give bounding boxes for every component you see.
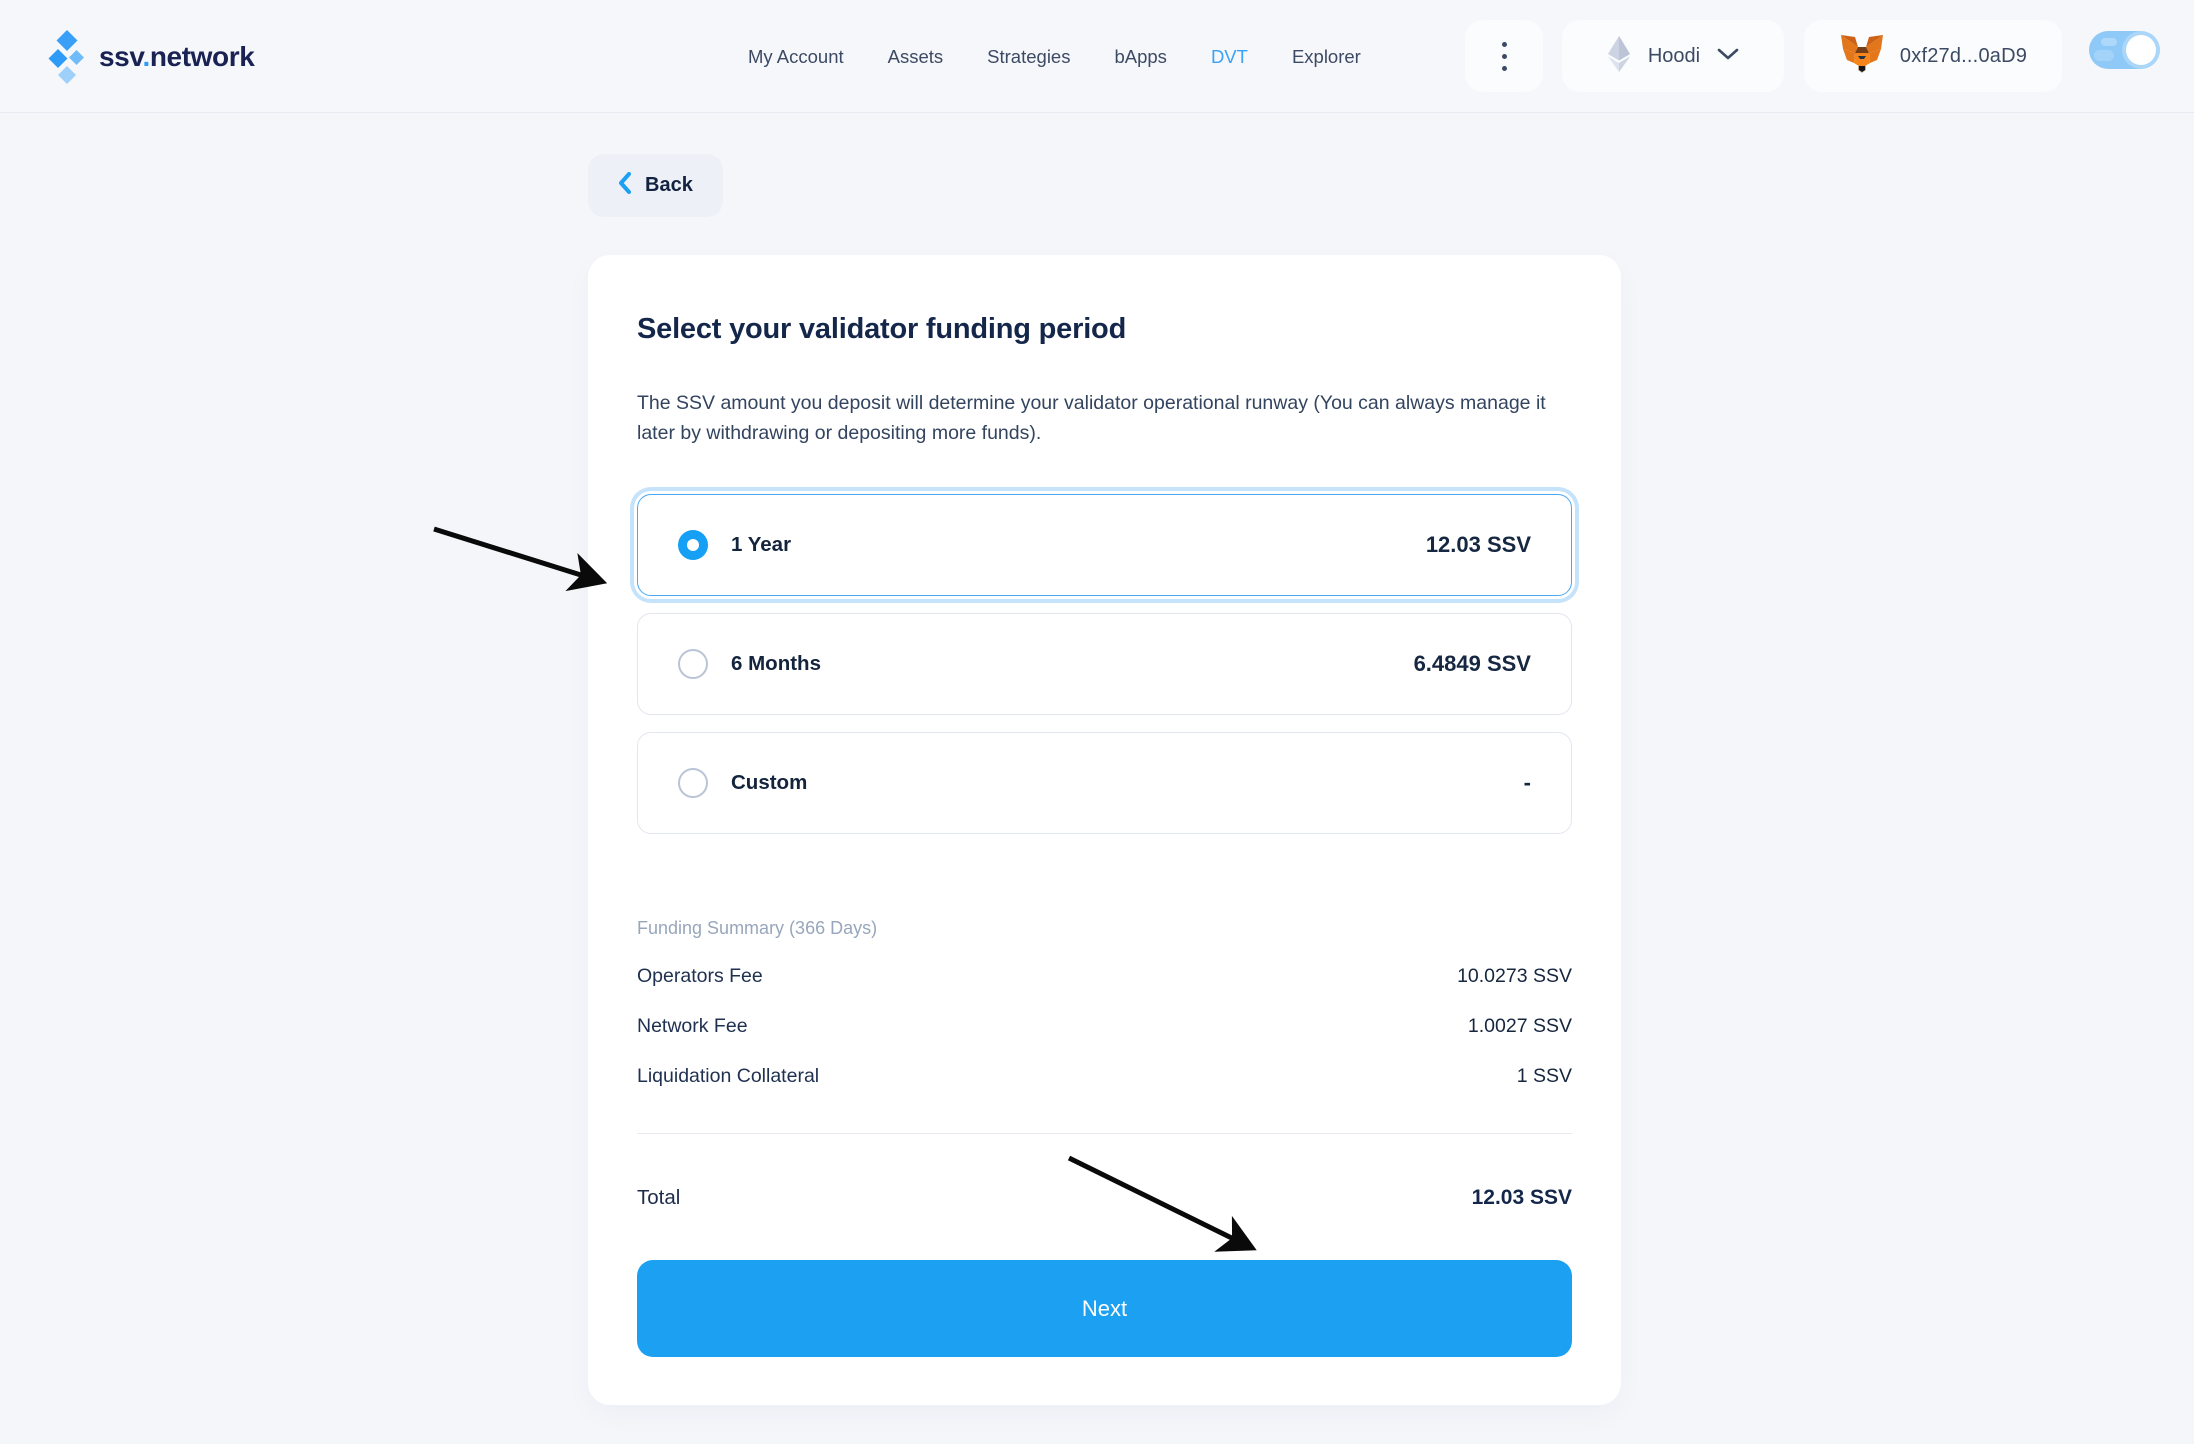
summary-row-network-fee: Network Fee 1.0027 SSV (637, 1011, 1572, 1041)
sun-icon (2126, 35, 2156, 65)
summary-label: Operators Fee (637, 964, 763, 987)
option-custom[interactable]: Custom - (637, 732, 1572, 834)
back-button[interactable]: Back (588, 154, 723, 217)
option-label: 6 Months (731, 652, 821, 675)
total-value: 12.03 SSV (1471, 1186, 1572, 1209)
ethereum-icon (1607, 35, 1631, 78)
annotation-arrow-icon (433, 526, 608, 592)
next-button[interactable]: Next (637, 1260, 1572, 1357)
funding-options: 1 Year 12.03 SSV 6 Months 6.4849 SSV Cus… (637, 494, 1572, 834)
main-nav: My Account Assets Strategies bApps DVT E… (748, 0, 1361, 113)
top-navigation-bar: ssv.network My Account Assets Strategies… (0, 0, 2194, 113)
nav-item-my-account[interactable]: My Account (748, 45, 844, 67)
funding-summary: Funding Summary (366 Days) Operators Fee… (637, 918, 1572, 1091)
summary-value: 1 SSV (1516, 1064, 1572, 1087)
ssv-logo-icon (48, 28, 86, 86)
funding-period-card: Select your validator funding period The… (588, 255, 1621, 1405)
kebab-menu-icon (1501, 41, 1507, 71)
option-value: 12.03 SSV (1425, 532, 1531, 557)
more-options-button[interactable] (1465, 20, 1543, 92)
metamask-fox-icon (1839, 32, 1885, 81)
summary-title: Funding Summary (366 Days) (637, 918, 878, 938)
radio-selected-icon[interactable] (678, 530, 708, 560)
page-description: The SSV amount you deposit will determin… (637, 392, 1546, 444)
summary-row-operators-fee: Operators Fee 10.0273 SSV (637, 961, 1572, 991)
option-label: Custom (731, 771, 808, 794)
wallet-address: 0xf27d...0aD9 (1899, 44, 2028, 67)
radio-unselected-icon[interactable] (678, 649, 708, 679)
summary-row-liquidation-collateral: Liquidation Collateral 1 SSV (637, 1061, 1572, 1091)
network-selector[interactable]: Hoodi (1562, 20, 1784, 92)
option-value: 6.4849 SSV (1413, 651, 1531, 676)
summary-value: 10.0273 SSV (1457, 964, 1572, 987)
nav-item-strategies[interactable]: Strategies (987, 45, 1071, 67)
summary-value: 1.0027 SSV (1467, 1014, 1572, 1037)
connected-wallet-button[interactable]: 0xf27d...0aD9 (1804, 20, 2062, 92)
brand-logo[interactable]: ssv.network (48, 0, 255, 113)
back-chevron-icon (618, 172, 631, 199)
summary-label: Liquidation Collateral (637, 1064, 820, 1087)
option-label: 1 Year (731, 533, 792, 556)
nav-item-assets[interactable]: Assets (887, 45, 944, 67)
nav-item-explorer[interactable]: Explorer (1291, 45, 1361, 67)
option-6-months[interactable]: 6 Months 6.4849 SSV (637, 613, 1572, 715)
nav-item-dvt[interactable]: DVT (1210, 45, 1248, 67)
summary-label: Network Fee (637, 1014, 748, 1037)
nav-item-bapps[interactable]: bApps (1114, 45, 1167, 67)
back-label: Back (645, 174, 693, 196)
cloud-icon (2094, 50, 2114, 61)
summary-divider (637, 1133, 1572, 1134)
option-value: - (1523, 770, 1531, 795)
cloud-icon (2101, 38, 2117, 46)
chevron-down-icon (1717, 47, 1739, 65)
theme-toggle[interactable] (2089, 31, 2160, 69)
total-label: Total (637, 1186, 681, 1209)
network-name: Hoodi (1647, 44, 1701, 67)
brand-dot: . (142, 40, 150, 72)
brand-name: ssv.network (99, 40, 255, 72)
option-1-year[interactable]: 1 Year 12.03 SSV (637, 494, 1572, 596)
page-title: Select your validator funding period (637, 313, 1127, 345)
radio-unselected-icon[interactable] (678, 768, 708, 798)
total-row: Total 12.03 SSV (637, 1181, 1572, 1215)
